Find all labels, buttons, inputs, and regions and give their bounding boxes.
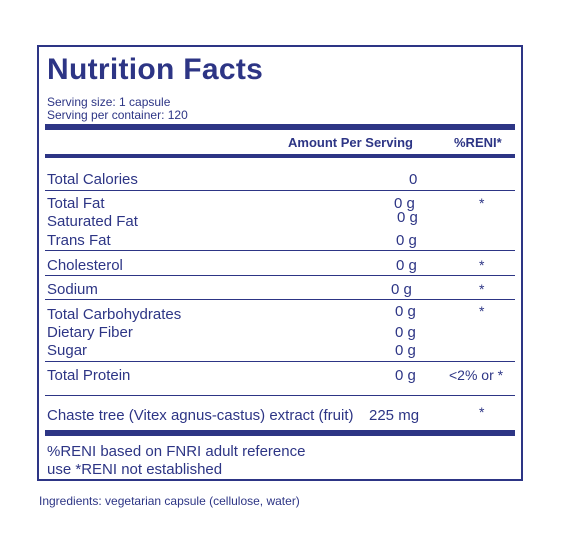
divider: [45, 190, 515, 191]
bottom-thick-bar: [45, 430, 515, 436]
divider: [45, 250, 515, 251]
row-amount-total-carbs: 0 g: [395, 303, 416, 320]
reni-header: %RENI*: [454, 135, 502, 150]
divider: [45, 395, 515, 396]
row-amount-chaste-tree: 225 mg: [369, 407, 420, 424]
amount-per-serving-header: Amount Per Serving: [288, 135, 413, 150]
footnote-line-1: %RENI based on FNRI adult reference: [47, 443, 306, 460]
row-reni-chaste-tree: *: [479, 404, 485, 420]
divider: [45, 361, 515, 362]
row-amount-dietary-fiber: 0 g: [395, 324, 416, 341]
row-amount-calories: 0: [409, 171, 418, 188]
row-amount-sugar: 0 g: [395, 342, 416, 359]
row-label-total-fat: Total Fat: [47, 195, 105, 212]
row-label-protein: Total Protein: [47, 367, 131, 384]
servings-per-container: Serving per container: 120: [47, 108, 188, 122]
row-label-cholesterol: Cholesterol: [47, 257, 123, 274]
row-reni-protein: <2% or *: [449, 367, 504, 383]
divider: [45, 275, 515, 276]
divider: [45, 299, 515, 300]
nutrition-facts-panel: Nutrition Facts Serving size: 1 capsule …: [37, 45, 523, 481]
row-label-trans-fat: Trans Fat: [47, 232, 111, 249]
row-amount-saturated-fat: 0 g: [397, 209, 418, 226]
ingredients-text: Ingredients: vegetarian capsule (cellulo…: [39, 494, 300, 508]
row-reni-cholesterol: *: [479, 257, 485, 273]
row-reni-sodium: *: [479, 281, 485, 297]
row-label-sodium: Sodium: [47, 281, 98, 298]
row-amount-protein: 0 g: [395, 367, 416, 384]
row-reni-total-carbs: *: [479, 303, 485, 319]
row-label-sugar: Sugar: [47, 342, 88, 359]
header-bar: [45, 154, 515, 158]
serving-size: Serving size: 1 capsule: [47, 95, 171, 109]
row-label-calories: Total Calories: [47, 171, 138, 188]
row-reni-total-fat: *: [479, 195, 485, 211]
panel-title: Nutrition Facts: [47, 53, 264, 86]
row-amount-total-fat: 0 g: [394, 195, 415, 212]
row-label-total-carbs: Total Carbohydrates: [47, 306, 182, 323]
row-amount-cholesterol: 0 g: [396, 257, 417, 274]
row-amount-trans-fat: 0 g: [396, 232, 417, 249]
row-amount-sodium: 0 g: [391, 281, 412, 298]
top-thick-bar: [45, 124, 515, 130]
row-label-chaste-tree: Chaste tree (Vitex agnus-castus) extract…: [47, 407, 354, 424]
footnote-line-2: use *RENI not established: [47, 461, 223, 478]
row-label-saturated-fat: Saturated Fat: [47, 213, 138, 230]
row-label-dietary-fiber: Dietary Fiber: [47, 324, 133, 341]
